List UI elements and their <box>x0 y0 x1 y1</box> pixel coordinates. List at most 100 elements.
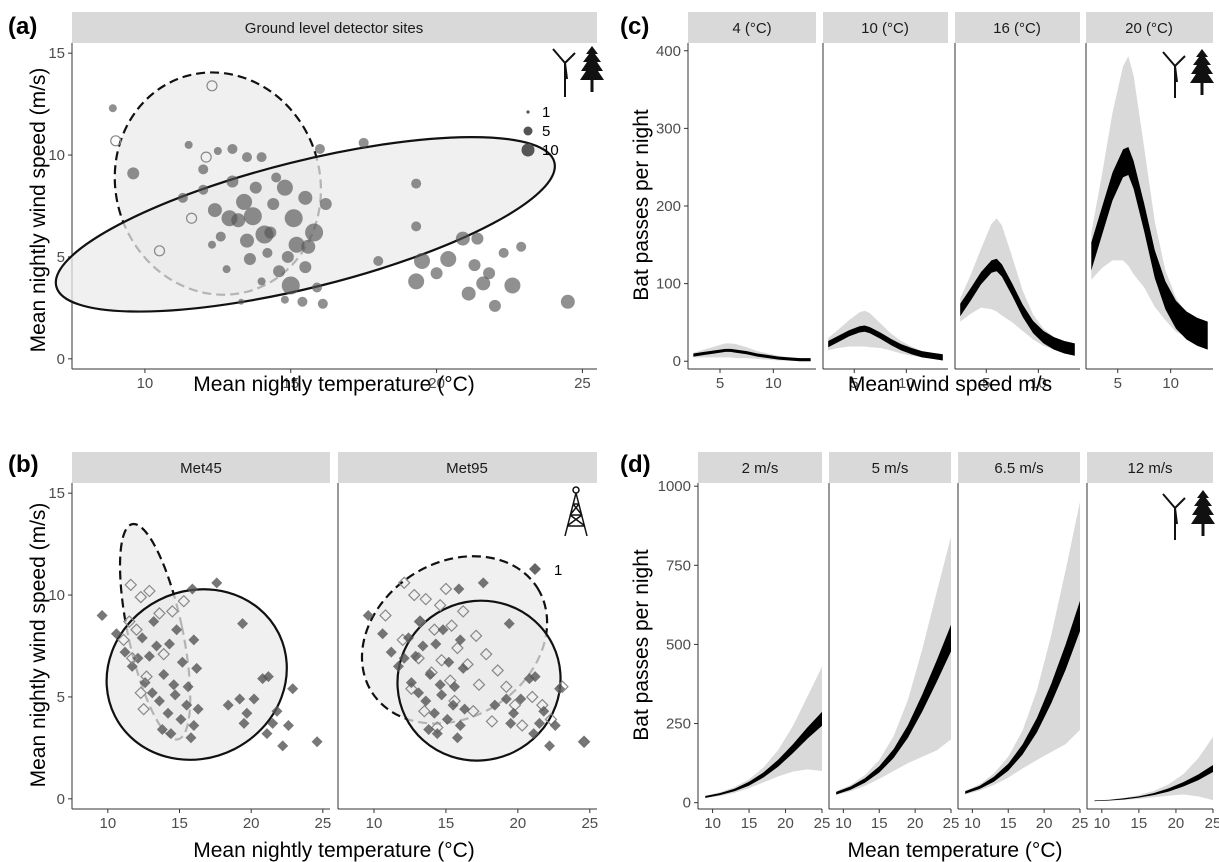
b1-open-point <box>117 633 130 647</box>
b2-open-point <box>417 704 431 718</box>
a-point <box>208 240 216 249</box>
b2-point <box>392 660 404 672</box>
b2-point <box>431 728 443 740</box>
b2-point <box>454 719 466 731</box>
b2-point <box>449 681 461 693</box>
c3-x-tick-label: 5 <box>982 375 990 392</box>
axis-title-c-x: Mean wind speed m/s <box>848 373 1052 396</box>
a-point <box>288 236 305 253</box>
b1-point <box>110 628 122 640</box>
b2-point <box>489 699 501 711</box>
a-point <box>267 197 280 210</box>
b1-y-tick-label: 5 <box>57 689 65 706</box>
strip-d1 <box>698 452 822 483</box>
b2-open-point <box>461 657 474 671</box>
b1-y-tick-label: 10 <box>48 587 65 604</box>
b1-point <box>171 624 183 636</box>
strip-d1-label: 2 m/s <box>742 460 779 477</box>
axis-title-d-y: Bat passes per night <box>630 549 653 741</box>
b1-point <box>168 679 180 691</box>
a-y-tick-label: 0 <box>57 351 65 368</box>
axis-title-d-x: Mean temperature (°C) <box>848 839 1063 862</box>
b2-point <box>515 693 527 705</box>
b1-x-tick-label: 10 <box>99 815 116 832</box>
b2-x-tick-label: 25 <box>581 815 598 832</box>
b2-open-point <box>407 588 421 602</box>
b2-open-point <box>456 605 470 618</box>
b2-point <box>457 662 469 674</box>
b1-open-point <box>177 594 191 608</box>
d4-ci-band <box>1094 736 1213 802</box>
c1-x-tick-label: 10 <box>765 375 782 392</box>
b1-open-point <box>134 686 148 700</box>
a-y-tick-label: 15 <box>48 45 65 62</box>
d1-y-tick-label: 750 <box>666 557 691 574</box>
b1-point <box>126 660 138 672</box>
legend-a-dot-5 <box>523 126 533 136</box>
c2-ci-band <box>828 310 943 360</box>
b1-point <box>311 736 323 748</box>
a-point <box>273 265 286 278</box>
b2-point <box>403 632 415 644</box>
b2-x-tick-label: 20 <box>510 815 527 832</box>
a-point <box>411 178 422 189</box>
b1-point <box>261 728 273 740</box>
a-point <box>455 231 470 246</box>
a-point <box>198 164 209 175</box>
wind-turbine-icon <box>1162 493 1186 540</box>
strip-b1-label: Met45 <box>180 460 222 477</box>
d1-y-tick-label: 250 <box>666 716 691 733</box>
d4-x-tick-label: 15 <box>1131 815 1148 832</box>
b1-point <box>185 732 197 744</box>
a-point <box>468 259 481 272</box>
b1-point <box>119 646 131 658</box>
b2-open-point <box>479 647 493 661</box>
b1-point <box>186 583 198 595</box>
met-tower-icon <box>564 486 588 537</box>
b1-point <box>192 703 204 715</box>
b2-open-point <box>397 576 411 590</box>
b2-point <box>529 671 541 683</box>
b2-open-point <box>515 719 529 732</box>
a-point <box>249 181 262 194</box>
a-point <box>221 210 238 227</box>
b2-point <box>549 719 561 731</box>
b1-point <box>148 616 160 628</box>
d4-x-tick-label: 10 <box>1093 815 1110 832</box>
b2-open-point <box>472 678 486 692</box>
b2-point <box>451 732 463 744</box>
a-point <box>281 250 294 263</box>
b2-point <box>453 583 465 595</box>
d2-x-tick-label: 15 <box>871 815 888 832</box>
b1-point <box>188 634 200 646</box>
a-point <box>280 295 289 304</box>
b1-point <box>182 681 194 693</box>
d1-x-tick-label: 20 <box>777 815 794 832</box>
a-point <box>227 143 238 154</box>
b2-point <box>443 656 455 668</box>
b1-point <box>156 724 168 736</box>
strip-d2-label: 5 m/s <box>872 460 909 477</box>
a-point <box>301 239 316 254</box>
a-point <box>430 267 443 280</box>
strip-d2 <box>829 452 951 483</box>
strip-d4 <box>1087 452 1213 483</box>
c4-x-tick-label: 5 <box>1114 375 1122 392</box>
a-point <box>483 267 496 280</box>
a-point <box>215 231 226 242</box>
a-point <box>298 190 313 205</box>
b2-point <box>538 705 550 717</box>
b1-y-tick-label: 15 <box>48 485 65 502</box>
b2-ellipse-solid <box>396 599 562 762</box>
d3-x-tick-label: 10 <box>964 815 981 832</box>
b2-open-point <box>451 641 464 655</box>
b2-point <box>410 650 422 662</box>
axis-title-a-y: Mean nightly wind speed (m/s) <box>27 68 50 353</box>
a-point <box>257 277 266 286</box>
a-point <box>240 233 254 248</box>
b1-point <box>211 577 223 589</box>
a-point <box>305 223 324 242</box>
d4-x-tick-label: 20 <box>1168 815 1185 832</box>
b2-point <box>385 646 397 658</box>
